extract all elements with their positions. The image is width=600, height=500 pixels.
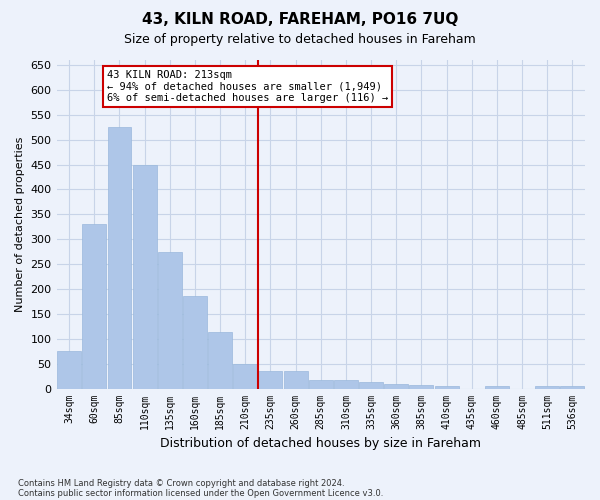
Bar xyxy=(334,380,358,388)
Bar xyxy=(233,364,257,388)
Bar xyxy=(485,386,509,388)
Text: 43, KILN ROAD, FAREHAM, PO16 7UQ: 43, KILN ROAD, FAREHAM, PO16 7UQ xyxy=(142,12,458,28)
Bar xyxy=(107,127,131,388)
Bar xyxy=(183,296,207,388)
Bar xyxy=(208,332,232,388)
Bar xyxy=(82,224,106,388)
Bar xyxy=(560,386,584,388)
X-axis label: Distribution of detached houses by size in Fareham: Distribution of detached houses by size … xyxy=(160,437,481,450)
Bar xyxy=(259,371,283,388)
Text: Size of property relative to detached houses in Fareham: Size of property relative to detached ho… xyxy=(124,32,476,46)
Text: Contains public sector information licensed under the Open Government Licence v3: Contains public sector information licen… xyxy=(18,488,383,498)
Bar xyxy=(434,386,458,388)
Bar xyxy=(284,370,308,388)
Bar xyxy=(409,384,433,388)
Bar xyxy=(133,164,157,388)
Text: 43 KILN ROAD: 213sqm
← 94% of detached houses are smaller (1,949)
6% of semi-det: 43 KILN ROAD: 213sqm ← 94% of detached h… xyxy=(107,70,388,103)
Bar xyxy=(158,252,182,388)
Bar xyxy=(57,351,81,389)
Text: Contains HM Land Registry data © Crown copyright and database right 2024.: Contains HM Land Registry data © Crown c… xyxy=(18,478,344,488)
Y-axis label: Number of detached properties: Number of detached properties xyxy=(15,136,25,312)
Bar xyxy=(535,386,559,388)
Bar xyxy=(359,382,383,388)
Bar xyxy=(309,380,333,388)
Bar xyxy=(385,384,408,388)
